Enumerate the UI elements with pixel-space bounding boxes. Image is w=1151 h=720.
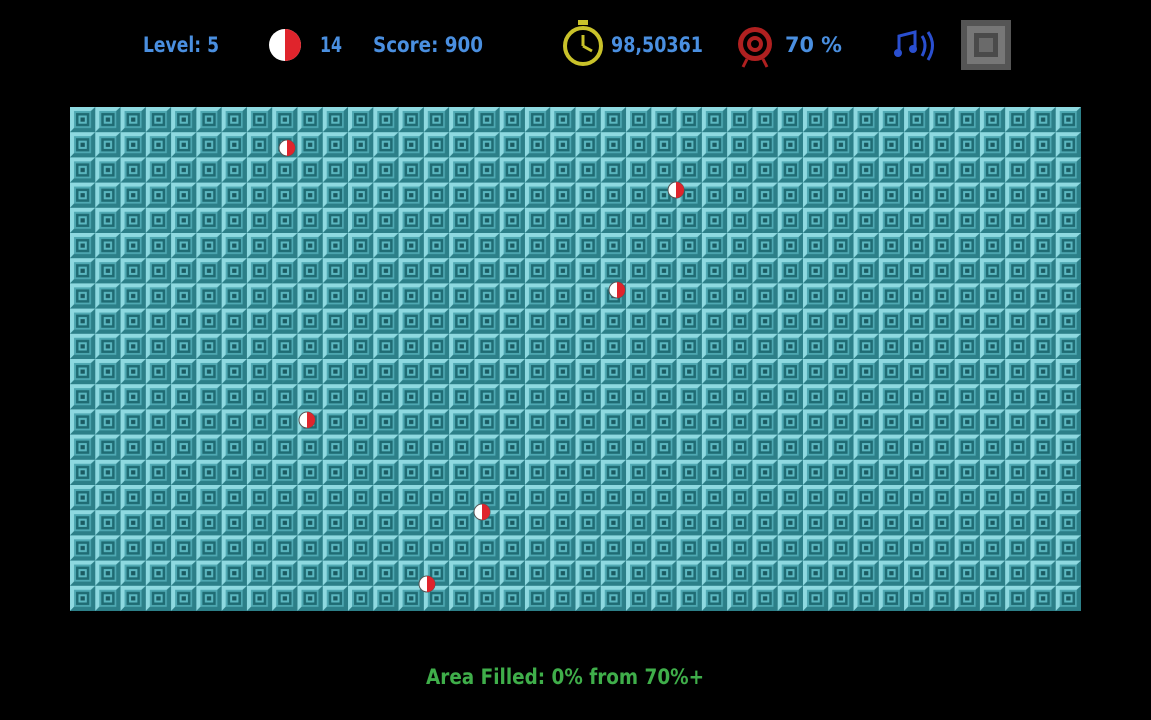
time-value: 98,50361 [611, 33, 703, 57]
ball [473, 503, 491, 521]
area-status: Area Filled: 0% from 70%+ [426, 665, 704, 689]
ball [298, 411, 316, 429]
score-label: Score: 900 [373, 33, 483, 57]
sound-toggle[interactable] [894, 30, 934, 61]
target-value: 70 % [785, 33, 842, 57]
level-label: Level: 5 [143, 33, 219, 57]
ball [667, 181, 685, 199]
menu-button[interactable] [961, 20, 1011, 70]
lives-icon [269, 29, 301, 61]
stopwatch-icon [563, 20, 603, 66]
ball [418, 575, 436, 593]
lives-count: 14 [320, 33, 342, 57]
play-field [70, 107, 1081, 611]
target-icon [738, 27, 772, 68]
ball [608, 281, 626, 299]
ball [278, 139, 296, 157]
